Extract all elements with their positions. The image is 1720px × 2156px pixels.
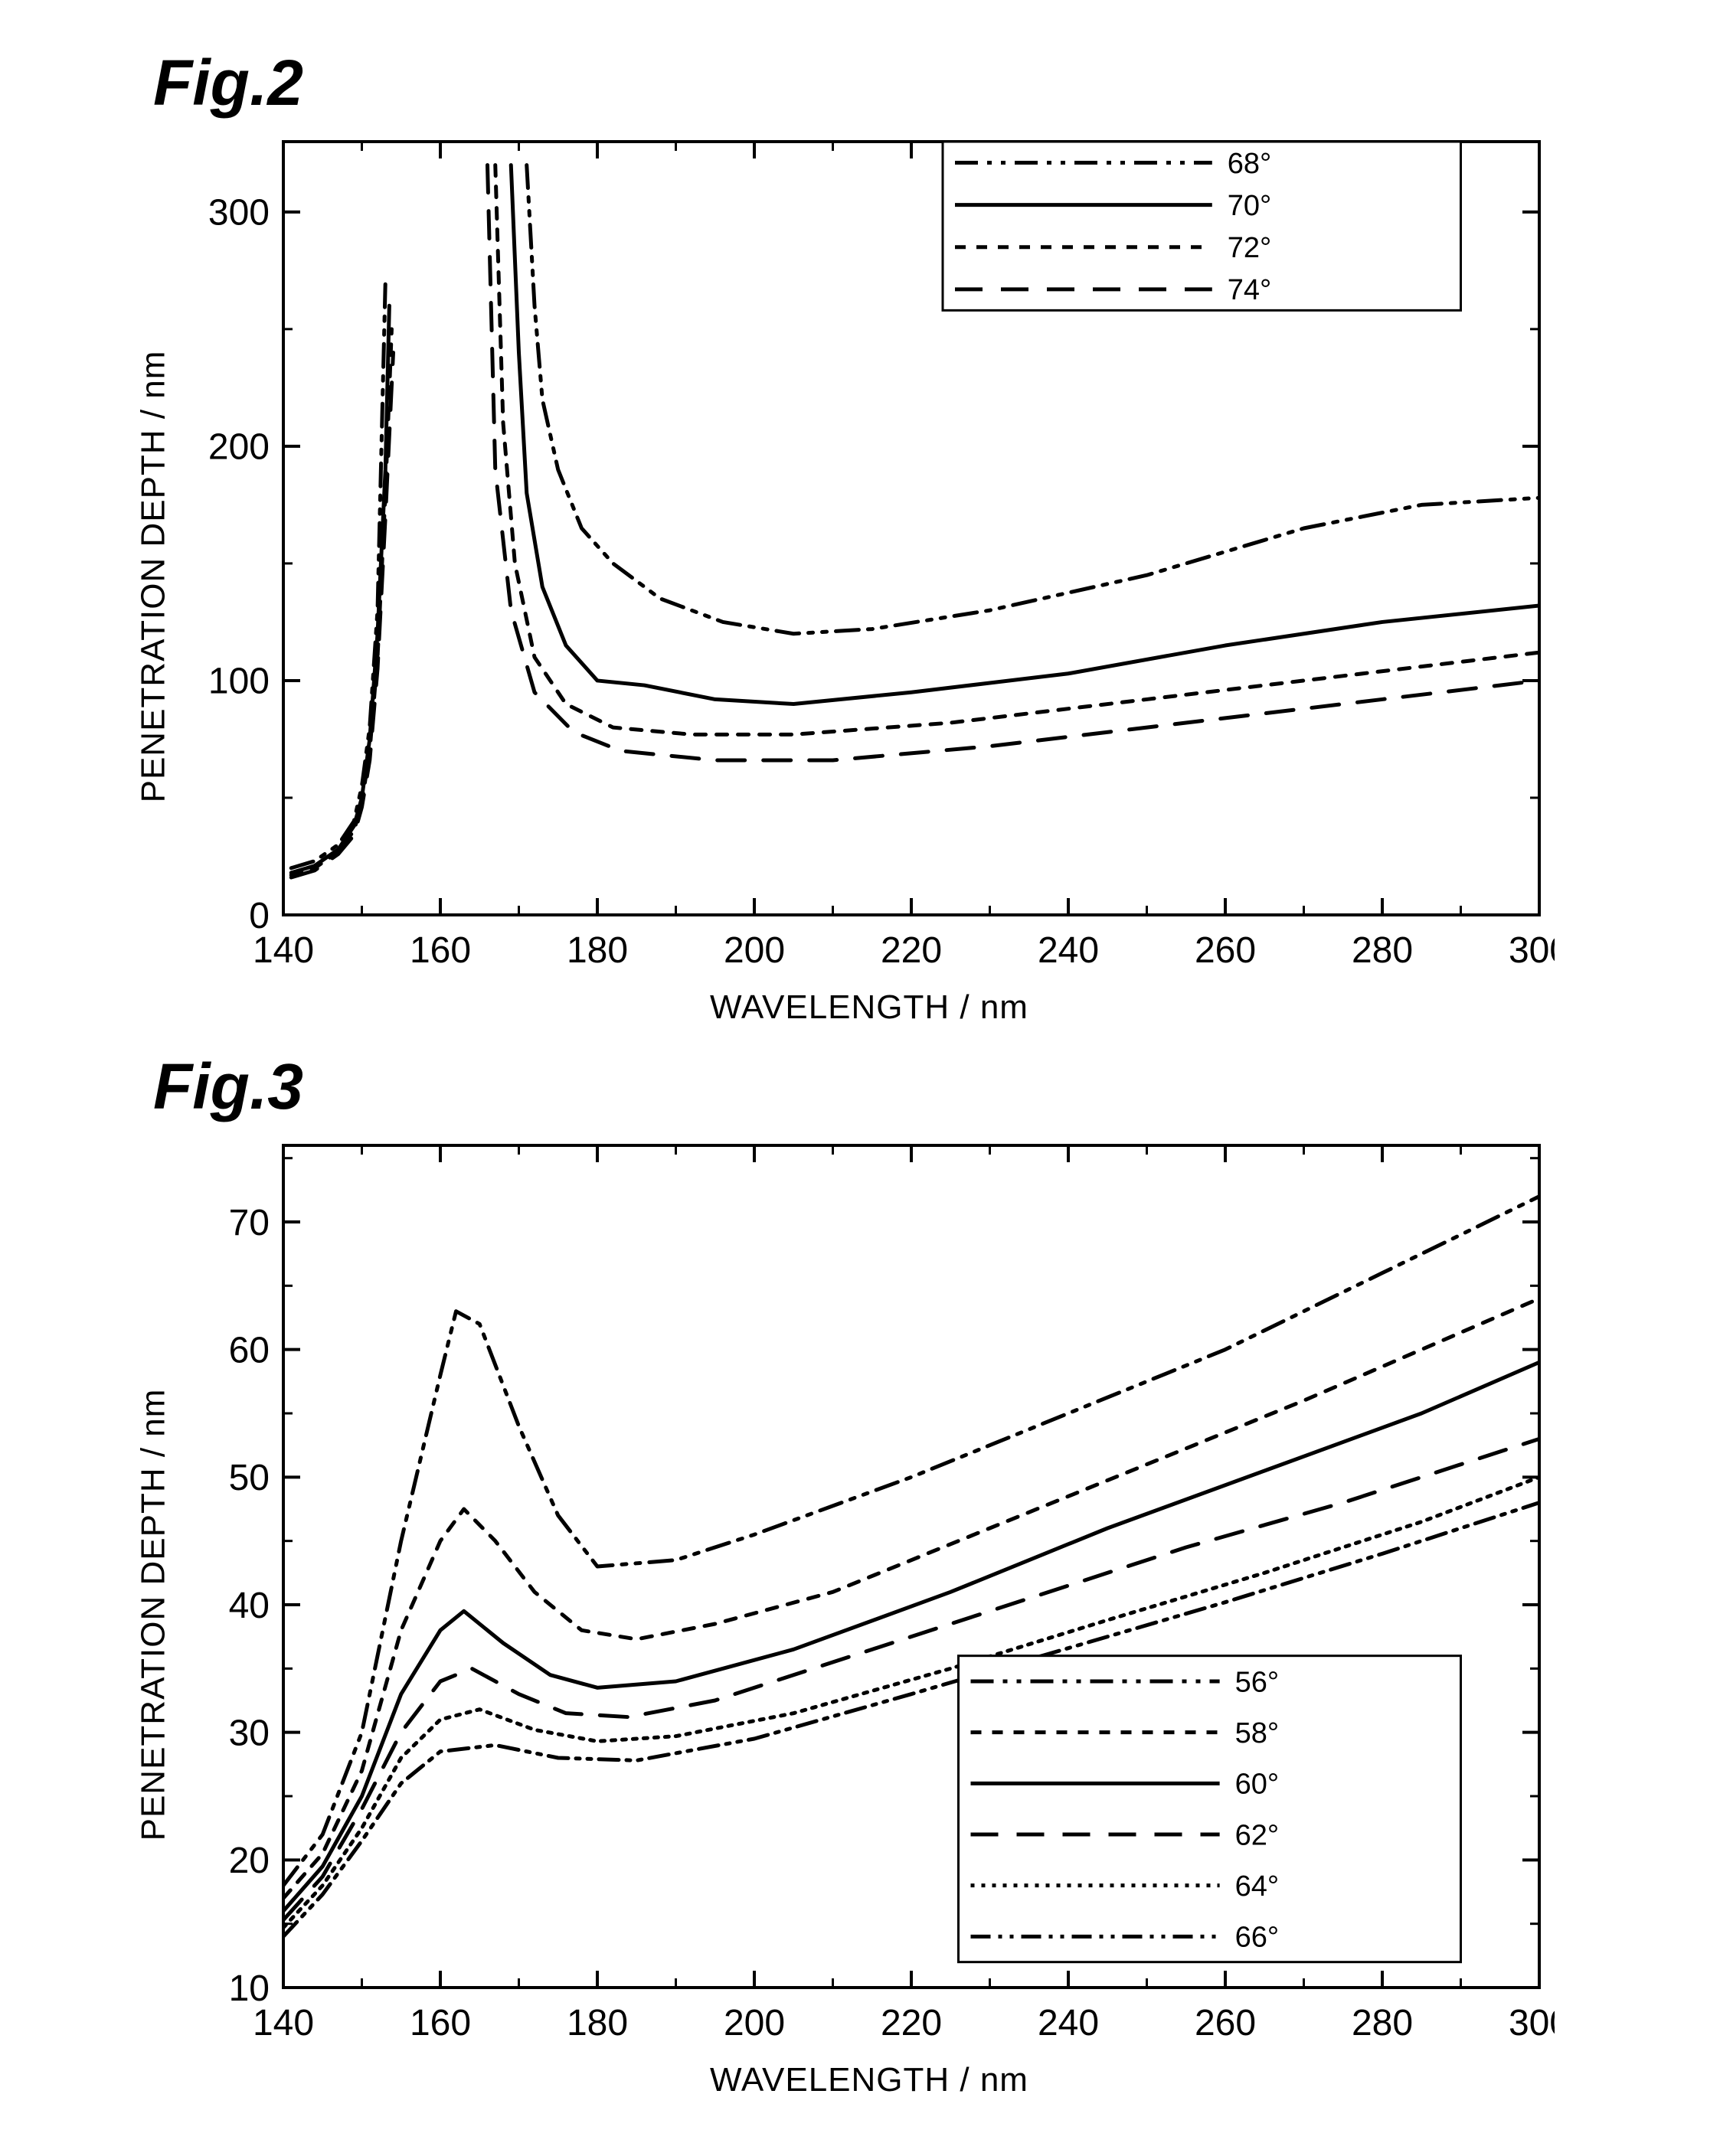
svg-text:68°: 68° (1228, 148, 1271, 180)
fig2-ylabel: PENETRATION DEPTH / nm (134, 351, 172, 803)
svg-text:20: 20 (229, 1841, 270, 1881)
svg-text:66°: 66° (1235, 1922, 1279, 1954)
svg-text:64°: 64° (1235, 1870, 1279, 1903)
svg-text:70°: 70° (1228, 190, 1271, 222)
svg-text:100: 100 (208, 662, 270, 702)
svg-text:260: 260 (1195, 2003, 1256, 2043)
fig3-plot: 140 160 180 200 220 240 260 280 300 10 20 30 40 50 60 7… (184, 1130, 1555, 2056)
fig3-ylabel-wrap: PENETRATION DEPTH / nm (123, 1596, 184, 1634)
page: Fig.2 PENETRATION DEPTH / nm 140 160 180 20… (0, 0, 1720, 2156)
svg-text:160: 160 (410, 2003, 471, 2043)
fig2-label: Fig.2 (153, 46, 1720, 120)
svg-text:62°: 62° (1235, 1819, 1279, 1851)
fig3-xlabel: WAVELENGTH / nm (710, 2061, 1028, 2099)
svg-text:140: 140 (253, 2003, 314, 2043)
svg-text:58°: 58° (1235, 1717, 1279, 1749)
svg-text:40: 40 (229, 1586, 270, 1626)
svg-text:140: 140 (253, 930, 314, 971)
svg-text:300: 300 (208, 193, 270, 234)
svg-text:60: 60 (229, 1330, 270, 1370)
svg-text:240: 240 (1038, 2003, 1099, 2043)
svg-text:0: 0 (249, 896, 270, 936)
svg-text:220: 220 (881, 2003, 942, 2043)
svg-text:280: 280 (1352, 930, 1413, 971)
fig2-ylabel-wrap: PENETRATION DEPTH / nm (123, 557, 184, 596)
svg-text:70: 70 (229, 1203, 270, 1243)
fig2-block: PENETRATION DEPTH / nm 140 160 180 200 220 24… (123, 126, 1720, 1027)
svg-text:200: 200 (724, 930, 785, 971)
svg-text:72°: 72° (1228, 232, 1271, 264)
svg-text:200: 200 (724, 2003, 785, 2043)
svg-text:56°: 56° (1235, 1666, 1279, 1698)
svg-text:300: 300 (1509, 930, 1555, 971)
svg-text:50: 50 (229, 1458, 270, 1498)
svg-text:180: 180 (567, 2003, 628, 2043)
fig2-xlabel: WAVELENGTH / nm (710, 988, 1028, 1027)
svg-text:30: 30 (229, 1713, 270, 1753)
svg-text:180: 180 (567, 930, 628, 971)
svg-text:280: 280 (1352, 2003, 1413, 2043)
svg-text:60°: 60° (1235, 1769, 1279, 1801)
svg-text:74°: 74° (1228, 274, 1271, 306)
svg-text:300: 300 (1509, 2003, 1555, 2043)
fig3-ylabel: PENETRATION DEPTH / nm (134, 1389, 172, 1841)
svg-text:160: 160 (410, 930, 471, 971)
svg-text:260: 260 (1195, 930, 1256, 971)
svg-text:10: 10 (229, 1968, 270, 2009)
fig2-plot: 140 160 180 200 220 240 260 280 300 0 100 200 300 68°… (184, 126, 1555, 984)
svg-text:220: 220 (881, 930, 942, 971)
fig3-label: Fig.3 (153, 1050, 1720, 1124)
svg-text:240: 240 (1038, 930, 1099, 971)
fig3-block: PENETRATION DEPTH / nm 140 160 180 200 220 24… (123, 1130, 1720, 2099)
svg-text:200: 200 (208, 427, 270, 468)
